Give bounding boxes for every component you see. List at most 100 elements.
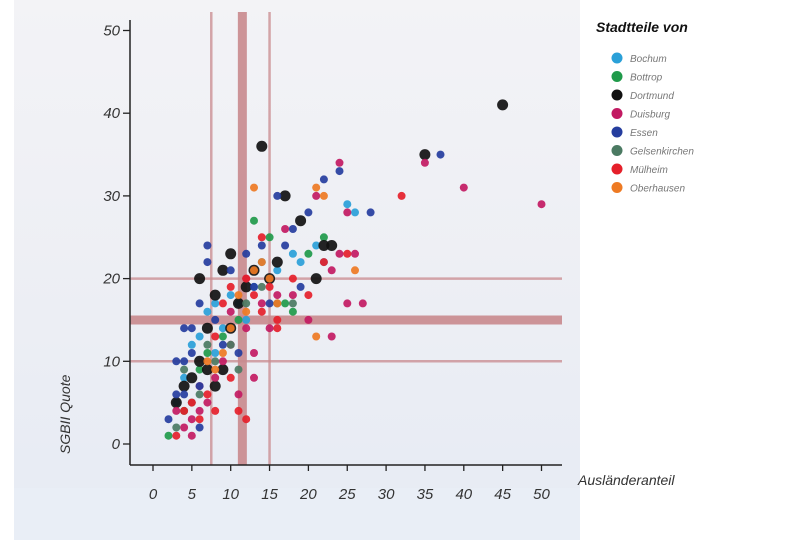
data-point <box>211 332 220 341</box>
data-point <box>271 256 283 268</box>
data-point <box>281 241 290 250</box>
data-point <box>250 349 258 357</box>
axes: 0 10 20 30 40 50 0 5 10 15 20 25 30 35 40 45 50 <box>102 20 562 503</box>
series-essen <box>164 150 445 432</box>
legend-label-duisburg: Duisburg <box>630 110 670 121</box>
y-tick-label: 20 <box>102 271 120 288</box>
data-point <box>217 264 229 276</box>
data-point <box>226 340 235 349</box>
data-point <box>250 373 258 382</box>
data-point <box>242 274 251 283</box>
legend-title: Stadtteile von <box>596 19 688 35</box>
data-point <box>217 364 229 376</box>
data-point <box>234 390 243 399</box>
data-point <box>203 398 212 407</box>
data-point <box>273 266 282 275</box>
legend-label-essen: Essen <box>630 128 658 139</box>
x-tick-label: 35 <box>417 486 434 503</box>
data-point <box>250 266 258 275</box>
x-tick-label: 20 <box>299 486 317 503</box>
data-point <box>288 291 297 300</box>
data-point <box>397 191 406 200</box>
data-point <box>343 299 352 308</box>
data-point <box>326 240 338 251</box>
data-point <box>211 406 220 415</box>
data-point <box>225 248 237 260</box>
data-point <box>218 332 227 341</box>
data-point <box>203 357 212 366</box>
legend-marker-mülheim <box>611 163 623 175</box>
data-point <box>351 266 359 275</box>
data-point <box>288 299 297 308</box>
data-point <box>186 372 198 384</box>
data-point <box>250 183 258 192</box>
x-tick-label: 25 <box>338 486 356 503</box>
legend-label-dortmund: Dortmund <box>630 91 674 102</box>
data-point <box>537 200 546 209</box>
data-point <box>201 322 213 334</box>
data-point <box>273 291 282 300</box>
data-point <box>194 355 206 367</box>
data-point <box>180 406 189 415</box>
data-point <box>164 431 173 440</box>
data-point <box>296 258 305 267</box>
data-point <box>187 398 196 407</box>
legend-label-mülheim: Mülheim <box>630 165 668 176</box>
data-point <box>319 233 328 242</box>
y-tick-label: 0 <box>112 436 121 453</box>
legend-marker-duisburg <box>611 108 623 119</box>
data-point <box>288 274 297 283</box>
data-point <box>288 307 297 316</box>
data-point <box>257 282 266 291</box>
data-point <box>497 99 509 111</box>
data-point <box>226 324 235 333</box>
reference-lines <box>130 12 562 465</box>
data-point <box>180 324 189 333</box>
data-point <box>203 258 212 267</box>
data-point <box>343 208 352 217</box>
y-tick-label: 50 <box>103 23 120 40</box>
data-point <box>257 299 266 308</box>
data-point <box>226 282 235 291</box>
data-point <box>172 357 181 366</box>
data-point <box>234 315 243 324</box>
data-point <box>211 299 220 308</box>
data-point <box>170 397 182 409</box>
data-point <box>250 282 258 291</box>
data-point <box>256 140 268 152</box>
legend-label-bottrop: Bottrop <box>630 73 663 84</box>
data-point <box>195 299 204 308</box>
data-point <box>203 390 212 399</box>
series-mülheim <box>172 191 406 440</box>
data-point <box>304 291 313 300</box>
legend-marker-bochum <box>611 52 623 64</box>
legend-marker-bottrop <box>611 71 623 82</box>
data-point <box>211 365 220 374</box>
data-point <box>195 415 204 424</box>
data-point <box>242 324 251 333</box>
data-point <box>218 349 227 357</box>
data-point <box>343 200 352 209</box>
legend-label-oberhausen: Oberhausen <box>630 184 685 195</box>
data-point <box>242 249 251 258</box>
data-point <box>257 307 266 316</box>
data-point <box>218 324 227 333</box>
legend-marker-oberhausen <box>611 182 623 193</box>
data-point <box>265 299 274 308</box>
data-point <box>250 216 258 225</box>
legend: Bochum Bottrop Dortmund Duisburg Essen Gelsen… <box>611 52 694 195</box>
data-point <box>195 423 204 432</box>
data-point <box>240 281 252 293</box>
data-point <box>319 175 328 184</box>
data-point <box>180 365 189 374</box>
data-point <box>288 249 297 258</box>
data-point <box>209 380 221 392</box>
data-point <box>366 208 375 217</box>
data-point <box>203 241 212 250</box>
y-tick-label: 30 <box>103 188 120 205</box>
data-point <box>242 307 251 316</box>
data-point <box>242 299 251 308</box>
series-bottrop <box>164 216 328 440</box>
legend-marker-dortmund <box>611 89 623 101</box>
